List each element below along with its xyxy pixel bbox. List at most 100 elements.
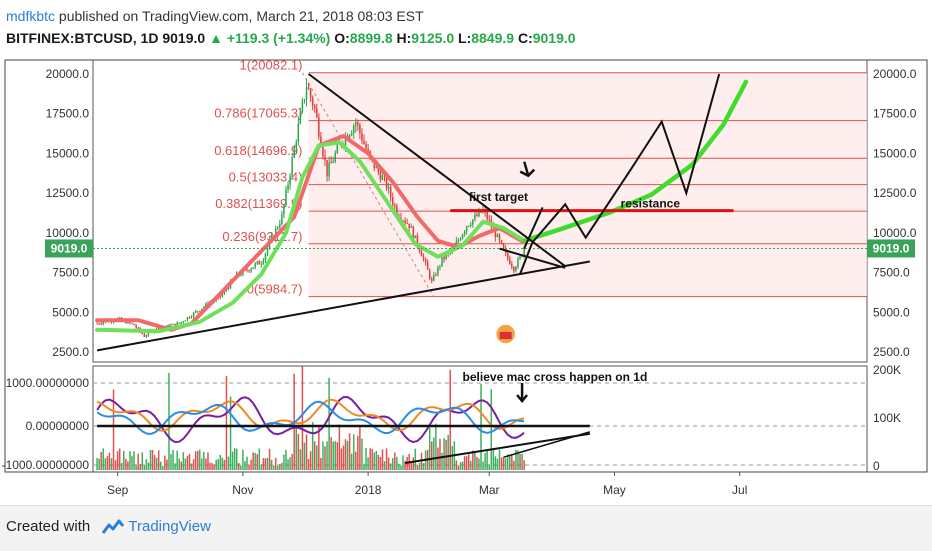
price-tick-label-left: 7500.0 <box>52 266 89 280</box>
symbol-name[interactable]: BITFINEX:BTCUSD, 1D <box>6 30 159 46</box>
candle-body <box>301 100 304 112</box>
volume-bar <box>125 458 127 470</box>
volume-bar <box>431 441 433 470</box>
current-price-tag-right-text: 9019.0 <box>873 241 910 255</box>
volume-bar <box>145 459 148 470</box>
volume-bar <box>470 460 472 470</box>
volume-bar <box>500 457 503 470</box>
candle-body <box>168 325 170 328</box>
candle-body <box>170 324 172 328</box>
candle-body <box>488 219 490 221</box>
down-arrow-icon <box>516 383 529 403</box>
price-tick-label-right: 12500.0 <box>873 186 917 200</box>
candle-body <box>336 144 339 153</box>
volume-bar <box>428 427 431 470</box>
candle-body <box>305 87 308 100</box>
candle-body <box>246 268 248 271</box>
volume-bar <box>213 464 215 470</box>
chart-canvas[interactable]: 1(20082.1) 0.786(17065.3) 0.618(14696.9) 0.… <box>0 52 932 505</box>
candle-body <box>137 327 139 329</box>
volume-bar <box>367 457 369 470</box>
volume-bar <box>102 448 105 470</box>
candle-body <box>147 332 150 336</box>
fib-level-label: 1(20082.1) <box>240 58 303 73</box>
volume-bar <box>248 464 250 470</box>
time-tick-label: Sep <box>107 483 129 497</box>
candle-body <box>100 323 102 325</box>
candle-body <box>281 214 283 225</box>
candle-body <box>355 122 357 126</box>
volume-bar <box>258 448 261 470</box>
publish-line: mdfkbtc published on TradingView.com, Ma… <box>6 8 424 24</box>
candle-body <box>196 311 199 313</box>
candle-body <box>221 293 224 297</box>
candle-body <box>248 270 250 272</box>
volume-bar <box>176 450 178 470</box>
volume-bar <box>190 463 193 470</box>
candle-body <box>463 231 466 235</box>
tradingview-brand-link[interactable]: TradingView <box>128 518 211 535</box>
volume-bar <box>313 441 316 470</box>
current-price-tag-left <box>45 239 93 258</box>
candle-body <box>420 251 423 257</box>
volume-bar <box>484 452 486 470</box>
candle-body <box>357 122 359 125</box>
candle-body <box>285 189 287 205</box>
candle-body <box>145 335 148 337</box>
candle-body <box>363 141 365 144</box>
price-tick-label-left: 17500.0 <box>46 107 90 121</box>
osc-tick-label-left: 1000.00000000 <box>6 376 90 390</box>
candle-body <box>443 256 445 259</box>
candle-body <box>166 325 168 328</box>
volume-bar <box>309 451 312 470</box>
oscillator-pane[interactable] <box>92 365 868 473</box>
volume-bar <box>467 454 470 470</box>
price-change: +119.3 (+1.34%) <box>226 30 331 46</box>
volume-bar <box>238 462 240 470</box>
candle-body <box>422 256 425 259</box>
ohlc-high: H:9125.0 <box>397 30 455 46</box>
low-value: 8849.9 <box>471 30 515 46</box>
candle-body <box>293 147 295 158</box>
volume-bar <box>281 462 283 470</box>
author-link[interactable]: mdfkbtc <box>6 8 56 24</box>
volume-bar <box>120 462 123 470</box>
volume-bar <box>188 453 191 470</box>
candle-body <box>326 159 328 177</box>
volume-bar <box>240 465 242 470</box>
volume-bar <box>219 454 222 470</box>
candle-body <box>283 204 285 215</box>
volume-bar <box>235 448 238 470</box>
volume-bar <box>465 456 468 470</box>
volume-bar <box>96 457 98 470</box>
mac-cross-label: believe mac cross happen on 1d <box>463 370 648 384</box>
volume-bar <box>517 450 519 470</box>
volume-bar <box>330 437 332 470</box>
volume-bar <box>186 455 189 470</box>
volume-bar <box>381 449 384 470</box>
candle-body <box>418 245 421 252</box>
volume-bar <box>443 438 445 470</box>
volume-bar <box>110 458 113 470</box>
candle-body <box>174 323 176 326</box>
candle-body <box>199 310 201 312</box>
volume-bar <box>256 454 258 470</box>
candle-body <box>311 97 314 106</box>
volume-bar <box>486 450 488 470</box>
volume-bar <box>504 458 507 470</box>
candle-body <box>334 152 337 162</box>
candle-body <box>299 111 302 124</box>
volume-bar <box>98 458 100 470</box>
candle-body <box>424 258 427 263</box>
volume-bar <box>377 454 380 470</box>
candle-body <box>391 197 394 205</box>
volume-bar <box>447 434 449 470</box>
candle-body <box>478 210 480 216</box>
volume-bar <box>478 458 480 470</box>
volume-bar <box>338 424 341 470</box>
candle-body <box>279 224 281 228</box>
candle-body <box>240 274 242 276</box>
candle-body <box>509 258 511 265</box>
candle-body <box>513 266 515 271</box>
volume-bar <box>199 449 201 470</box>
